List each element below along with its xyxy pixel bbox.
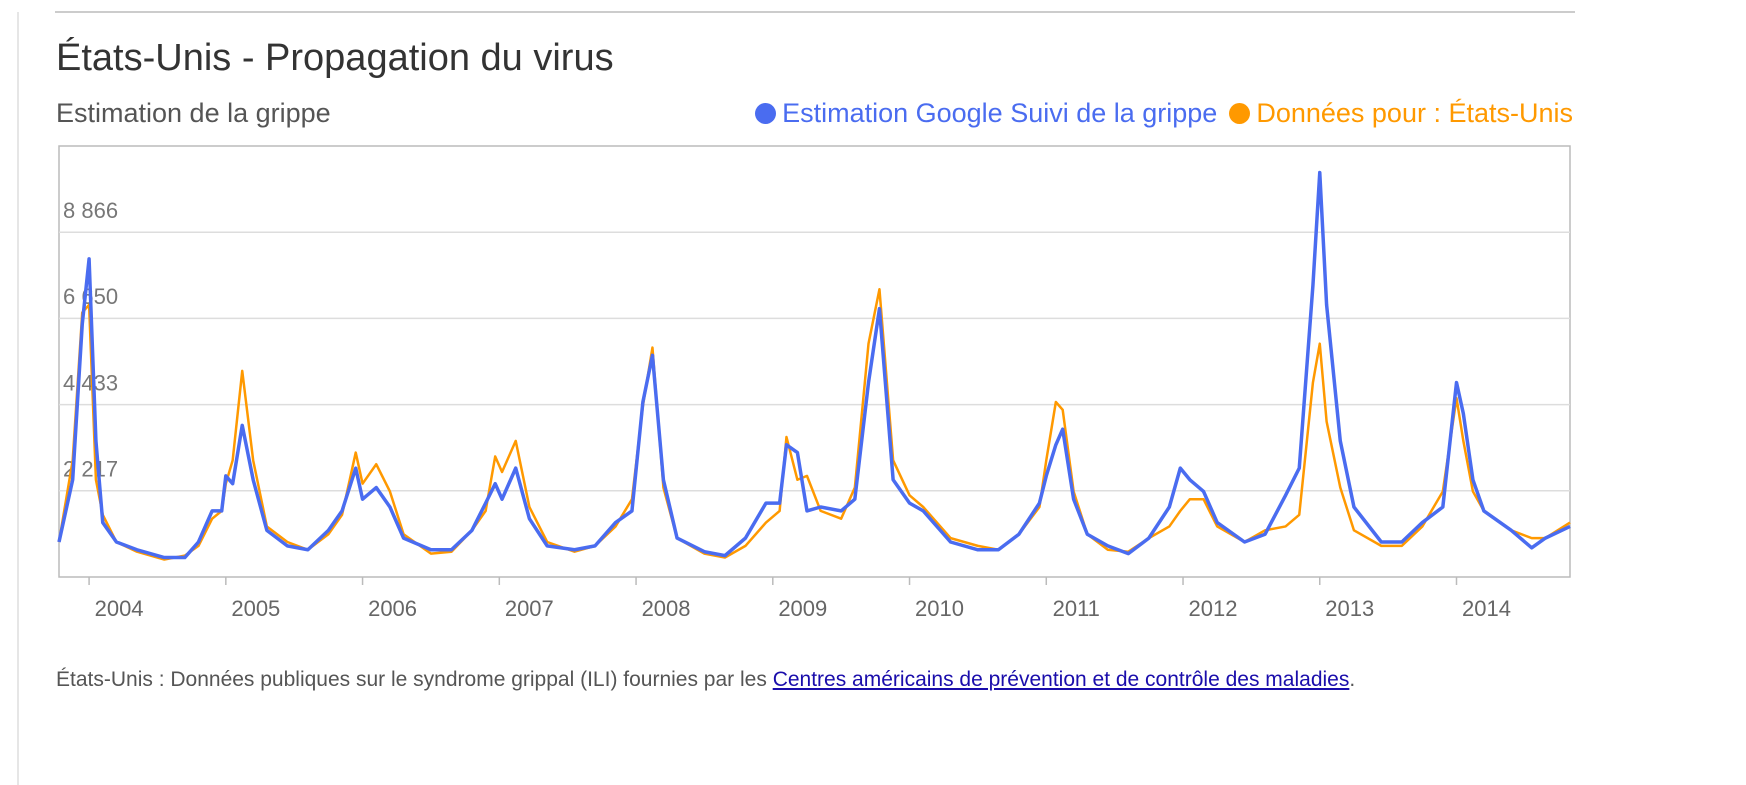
x-tick-label: 2009	[778, 596, 827, 621]
footer-text: États-Unis : Données publiques sur le sy…	[56, 668, 773, 691]
legend-dot	[755, 103, 777, 124]
legend-item: Données pour : États-Unis	[1229, 98, 1573, 129]
x-tick-label: 2005	[231, 596, 280, 621]
chart-subtitle: Estimation de la grippe	[56, 98, 331, 128]
legend-item: Estimation Google Suivi de la grippe	[755, 98, 1217, 129]
legend-label: Données pour : États-Unis	[1256, 98, 1573, 128]
x-tick-label: 2004	[95, 596, 144, 621]
x-tick-label: 2007	[505, 596, 554, 621]
x-tick-label: 2014	[1462, 596, 1511, 621]
x-tick-label: 2011	[1053, 596, 1100, 621]
y-tick-label: 8 866	[63, 198, 118, 223]
footer: États-Unis : Données publiques sur le sy…	[56, 662, 1576, 698]
chart-title: États-Unis - Propagation du virus	[56, 36, 614, 79]
legend: Estimation Google Suivi de la grippe Donn…	[755, 98, 1573, 129]
x-tick-label: 2013	[1325, 596, 1374, 621]
x-tick-label: 2012	[1189, 596, 1238, 621]
x-tick-label: 2010	[915, 596, 964, 621]
x-tick-label: 2008	[642, 596, 691, 621]
footer-end: .	[1349, 668, 1356, 691]
cdc-link[interactable]: Centres américains de prévention et de c…	[772, 668, 1350, 691]
plot-frame	[58, 145, 1571, 578]
legend-dot	[1229, 103, 1251, 124]
series-line	[57, 287, 1571, 561]
legend-label: Estimation Google Suivi de la grippe	[782, 98, 1218, 128]
series-line	[57, 170, 1571, 560]
x-tick-label: 2006	[368, 596, 417, 621]
y-tick-label: 4 433	[63, 370, 118, 395]
